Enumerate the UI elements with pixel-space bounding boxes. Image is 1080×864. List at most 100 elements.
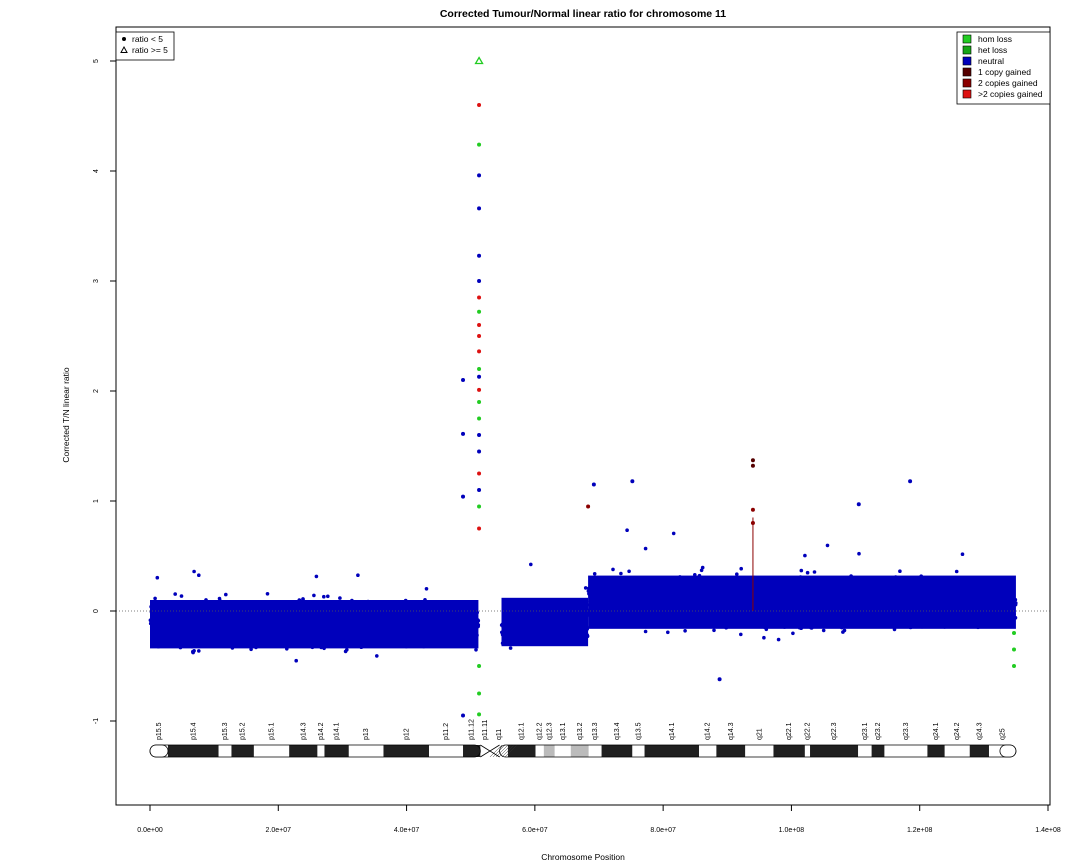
band-label-q23.2: q23.2 (875, 722, 882, 740)
data-point (477, 295, 482, 300)
data-point (265, 592, 270, 596)
ideogram: p15.5 p15.4 p15.3 p15.2 p15.1 p14.3 p14.2 p14.1… (149, 719, 1017, 758)
data-point (591, 482, 596, 487)
data-point (1012, 664, 1017, 668)
band-label-q24.1: q24.1 (933, 722, 940, 740)
band-label-p13: p13 (363, 728, 370, 740)
x-tick-label: 2.0e+07 (266, 827, 292, 834)
data-point (477, 488, 482, 492)
hatch-line (489, 744, 503, 758)
legend-swatch (962, 45, 972, 55)
band-label-p11.2: p11.2 (443, 723, 450, 740)
band-label-q22.1: q22.1 (786, 722, 793, 740)
y-tick-label: 4 (93, 169, 100, 173)
data-point (671, 531, 676, 536)
band-label-p14.1: p14.1 (334, 722, 341, 740)
segment-2-points (499, 562, 590, 650)
legend-swatch (962, 67, 972, 77)
band-q22.2 (804, 745, 811, 757)
band-q13.4 (601, 745, 633, 757)
band-label-q13.1: q13.1 (560, 722, 567, 740)
color-legend-label: >2 copies gained (978, 89, 1043, 99)
chart-title: Corrected Tumour/Normal linear ratio for… (440, 8, 726, 20)
data-point (224, 592, 228, 597)
band-p15.2 (231, 745, 254, 757)
data-point (477, 374, 482, 379)
band-q24.1 (927, 745, 945, 757)
data-point (477, 416, 482, 421)
data-point (477, 253, 482, 258)
data-point (477, 471, 482, 476)
y-tick-label: 0 (93, 609, 100, 613)
band-q22.1 (773, 745, 805, 757)
data-point (619, 571, 623, 576)
data-point (192, 649, 196, 653)
data-point (857, 551, 861, 556)
x-tick-label: 1.0e+08 (779, 827, 805, 834)
shape-legend-label: ratio < 5 (132, 34, 163, 44)
centromere (480, 744, 500, 758)
segment-3-points (586, 528, 1018, 642)
band-p15.3 (218, 745, 232, 757)
band-label-q12.3: q12.3 (546, 722, 553, 740)
data-point (750, 521, 755, 525)
band-q13.3 (588, 745, 602, 757)
band-label-q24.3: q24.3 (976, 722, 983, 740)
data-point (326, 594, 330, 599)
color-legend-label: 2 copies gained (978, 78, 1038, 88)
data-point (750, 458, 755, 463)
data-point (735, 572, 739, 576)
band-q13.2 (570, 745, 589, 757)
band-label-q13.5: q13.5 (635, 722, 642, 740)
band-label-q22.3: q22.3 (831, 722, 838, 740)
band-label-p14.3: p14.3 (300, 722, 307, 740)
data-point (477, 387, 482, 392)
data-point (338, 596, 342, 600)
legend-triangle-icon (120, 45, 128, 53)
data-point (197, 649, 201, 653)
band-label-q25: q25 (999, 728, 1006, 740)
plot-frame (115, 26, 1051, 806)
data-point (477, 400, 482, 404)
band-q13.5 (632, 745, 645, 757)
hatch-line (504, 744, 518, 758)
color-legend-label: 1 copy gained (978, 67, 1031, 77)
data-point (508, 646, 513, 650)
segment-1-points (148, 569, 481, 663)
y-tick-label: 5 (93, 59, 100, 63)
data-point (424, 587, 429, 591)
band-q24.3 (969, 745, 989, 757)
color-legend-label: neutral (978, 56, 1004, 66)
legend-swatch (962, 34, 972, 44)
data-point (812, 570, 817, 574)
data-point (294, 658, 299, 663)
band-q14.3 (716, 745, 746, 757)
data-point (477, 664, 482, 668)
band-label-p15.1: p15.1 (269, 722, 276, 740)
band-q12.1 (507, 745, 536, 757)
data-point (477, 206, 482, 211)
data-point (343, 649, 348, 654)
data-point (583, 586, 588, 590)
data-point-triangle (474, 56, 484, 65)
data-point (477, 323, 482, 327)
hatch-line (492, 744, 506, 758)
data-point (474, 648, 478, 652)
segment-core (150, 600, 479, 649)
band-label-q14.1: q14.1 (669, 722, 676, 740)
data-point (856, 502, 861, 507)
data-point (750, 507, 755, 512)
y-tick-label: 1 (93, 499, 100, 503)
legend-circle-icon (122, 37, 126, 41)
band-label-q23.3: q23.3 (903, 722, 910, 740)
x-tick-label: 6.0e+07 (522, 827, 548, 834)
x-tick-label: 0.0e+00 (137, 827, 163, 834)
data-point (821, 628, 826, 633)
data-point (841, 630, 845, 634)
x-tick-label: 8.0e+07 (650, 827, 676, 834)
segment-core (588, 575, 1016, 629)
band-p11.2 (429, 745, 464, 757)
data-point (322, 594, 326, 599)
data-point (803, 553, 807, 558)
